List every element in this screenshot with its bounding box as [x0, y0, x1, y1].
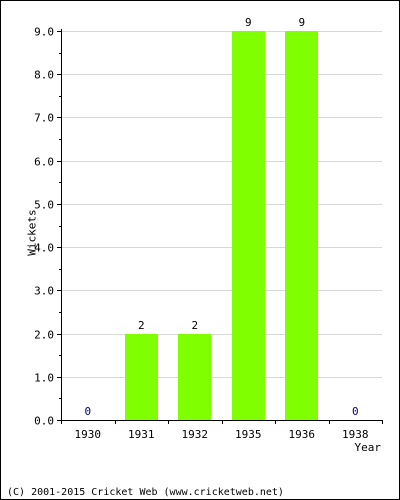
x-tick-label: 1932: [182, 428, 209, 441]
y-tick-label: 1.0: [34, 372, 54, 385]
y-tick-label: 3.0: [34, 285, 54, 298]
bar: [285, 31, 318, 420]
bars: [125, 31, 318, 420]
x-tick-label: 1935: [235, 428, 262, 441]
y-tick-label: 9.0: [34, 26, 54, 39]
labels: 0.0 1.0 2.0 3.0 4.0 5.0 6.0 7.0 8.0 9.0 0 1930 2 1931…: [34, 16, 368, 441]
y-tick-label: 4.0: [34, 242, 54, 255]
y-tick-label: 6.0: [34, 156, 54, 169]
data-label: 2: [191, 319, 198, 332]
x-tick-label: 1930: [75, 428, 102, 441]
data-label: 0: [352, 405, 359, 418]
x-tick-label: 1938: [342, 428, 369, 441]
x-tick-label: 1936: [289, 428, 316, 441]
bar: [125, 334, 158, 420]
bar: [232, 31, 265, 420]
data-label: 2: [138, 319, 145, 332]
data-label: 0: [84, 405, 91, 418]
y-tick-label: 0.0: [34, 415, 54, 428]
y-tick-label: 8.0: [34, 69, 54, 82]
grid-lines: [61, 31, 382, 378]
bar: [178, 334, 211, 420]
data-label: 9: [245, 16, 252, 29]
axes: [57, 29, 383, 424]
y-tick-label: 2.0: [34, 329, 54, 342]
y-tick-label: 7.0: [34, 112, 54, 125]
y-tick-label: 5.0: [34, 199, 54, 212]
y-axis-title: Wickets: [25, 209, 39, 256]
copyright-credit: (C) 2001-2015 Cricket Web (www.cricketwe…: [7, 487, 284, 498]
x-tick-label: 1931: [128, 428, 155, 441]
x-axis-title: Year: [354, 441, 382, 454]
data-label: 9: [298, 16, 305, 29]
